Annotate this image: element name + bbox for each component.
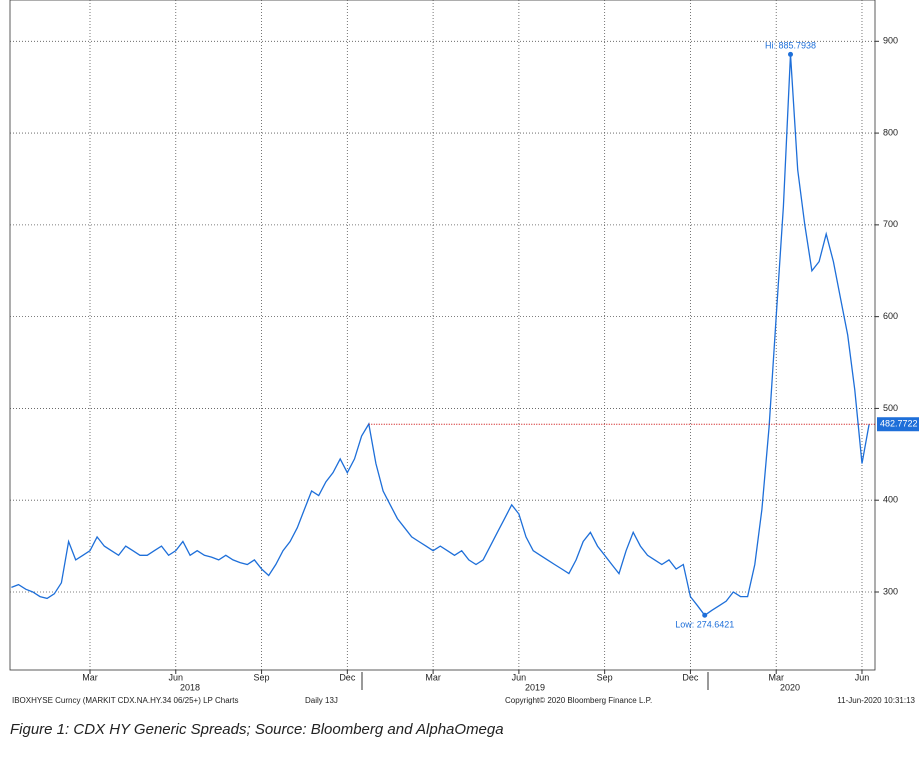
x-tick-label: Jun: [855, 672, 870, 682]
y-tick-label: 700: [883, 219, 898, 229]
year-label: 2020: [780, 682, 800, 692]
x-tick-label: Jun: [169, 672, 184, 682]
year-label: 2018: [180, 682, 200, 692]
series-line: [11, 54, 870, 617]
y-tick-label: 800: [883, 127, 898, 137]
y-tick-label: 400: [883, 495, 898, 505]
x-tick-label: Mar: [768, 672, 784, 682]
x-tick-label: Mar: [82, 672, 98, 682]
footer-copyright: Copyright© 2020 Bloomberg Finance L.P.: [505, 696, 652, 705]
x-tick-label: Mar: [425, 672, 441, 682]
high-label: Hi: 885.7938: [765, 41, 816, 51]
high-marker: [788, 51, 794, 57]
x-tick-label: Jun: [512, 672, 527, 682]
year-label: 2019: [525, 682, 545, 692]
x-tick-label: Dec: [339, 672, 356, 682]
plot-frame: [9, 0, 876, 671]
footer-date: 11-Jun-2020 10:31:13: [837, 696, 915, 705]
caption: Figure 1: CDX HY Generic Spreads; Source…: [10, 721, 504, 738]
y-tick-label: 300: [883, 586, 898, 596]
last-value-label: 482.7722: [880, 419, 918, 429]
footer-period: Daily 13J: [305, 696, 338, 705]
x-tick-label: Sep: [597, 672, 613, 682]
last-value-box: [877, 417, 919, 432]
x-tick-label: Sep: [254, 672, 270, 682]
y-tick-label: 600: [883, 311, 898, 321]
y-tick-label: 900: [883, 36, 898, 46]
footer-source: IBOXHYSE Curncy (MARKIT CDX.NA.HY.34 06/…: [12, 696, 239, 705]
low-marker: [702, 612, 708, 618]
y-tick-label: 500: [883, 403, 898, 413]
low-label: Low: 274.6421: [675, 620, 734, 630]
x-tick-label: Dec: [682, 672, 699, 682]
